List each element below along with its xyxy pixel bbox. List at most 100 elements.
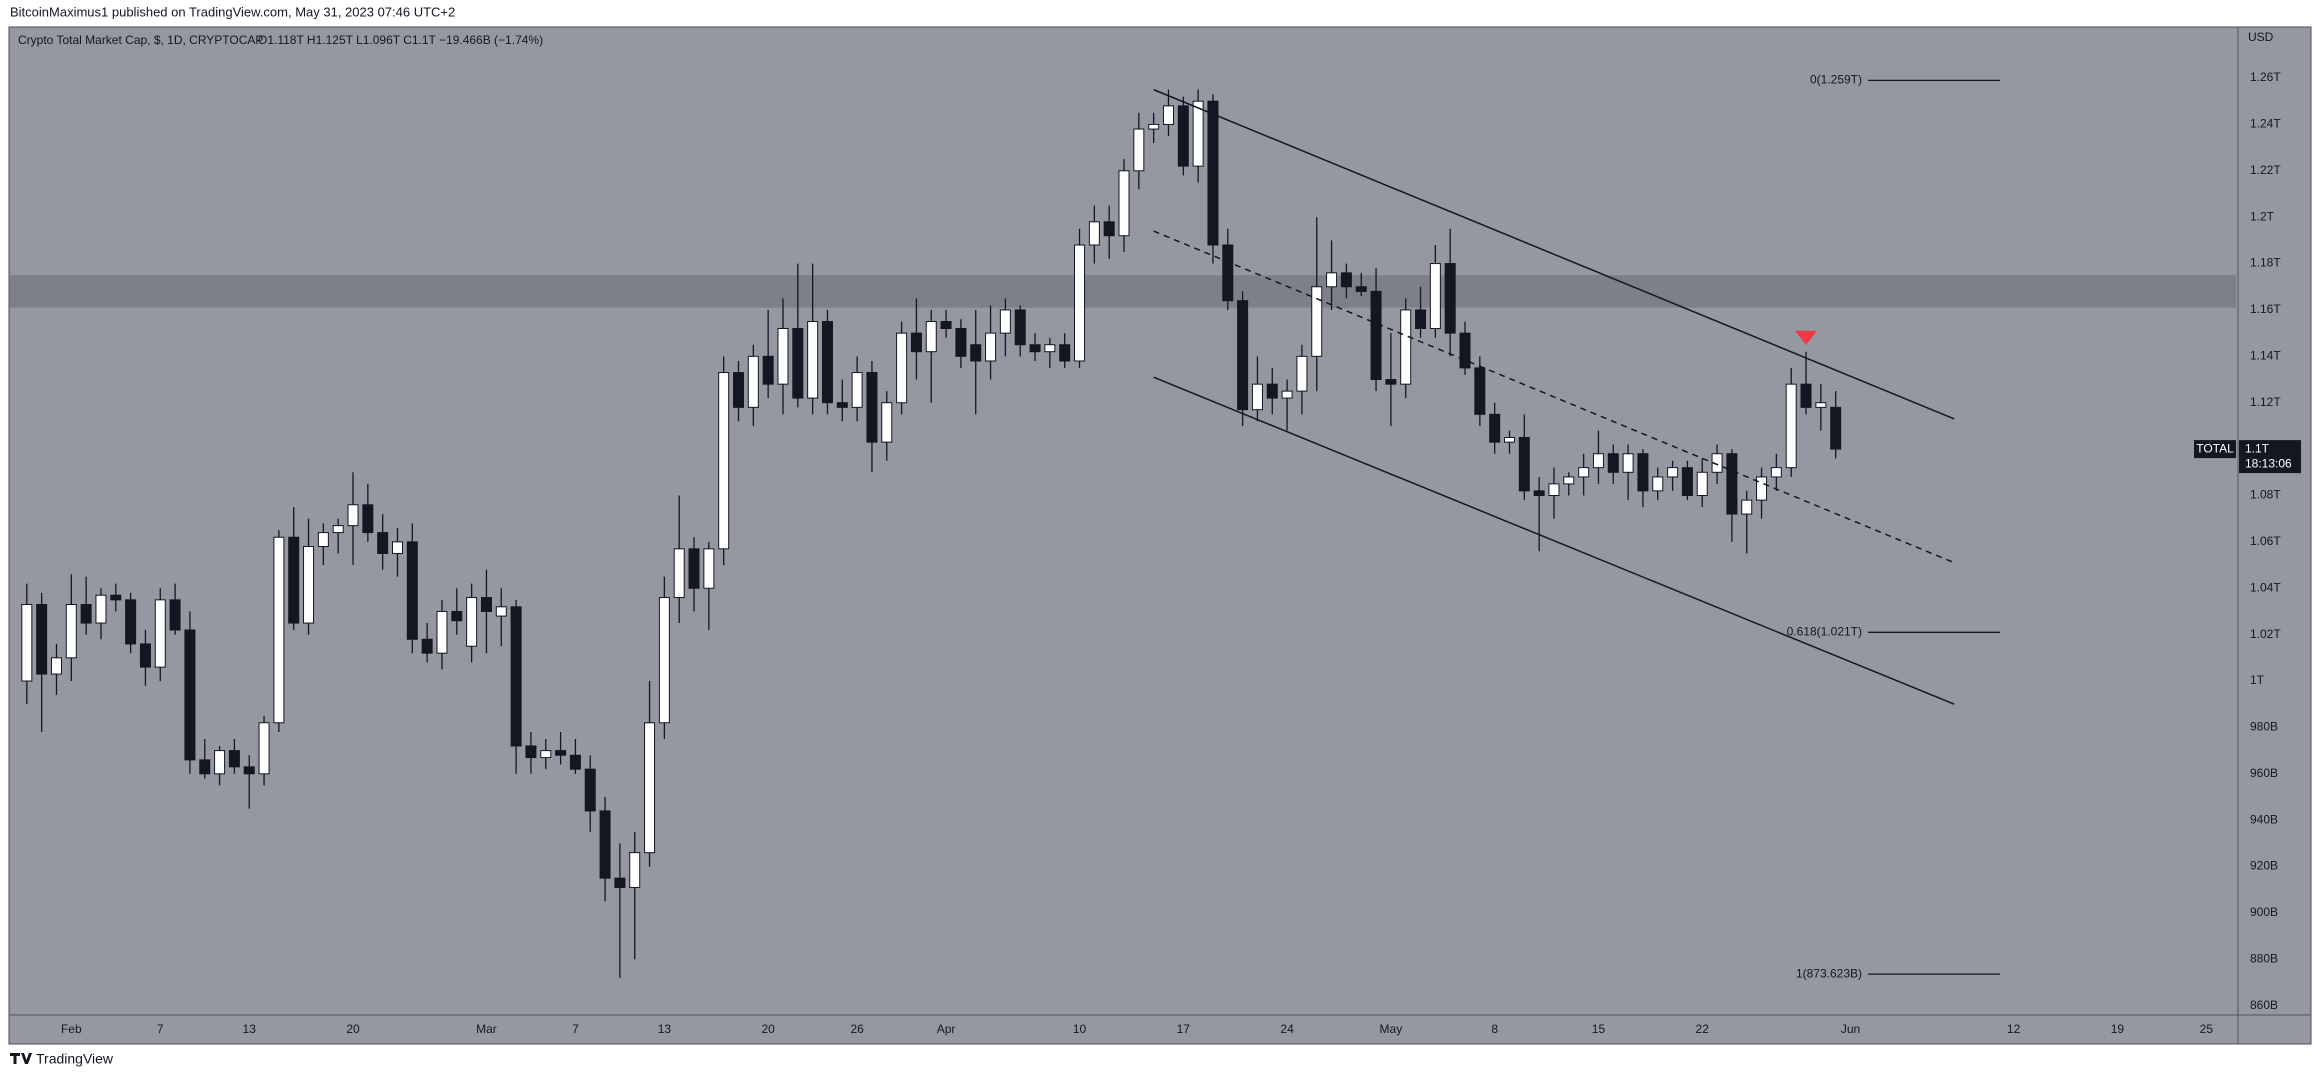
y-tick-label: 1.2T [2250, 209, 2275, 223]
resistance-zone [9, 275, 2236, 308]
ohlc-legend: O1.118T H1.125T L1.096T C1.1T −19.466B (… [258, 33, 543, 47]
candle-body [1177, 105, 1189, 167]
candle-body [1148, 123, 1160, 130]
fib-label: 0(1.259T) [1810, 73, 1862, 87]
candle-body [688, 548, 700, 589]
candle-body [762, 355, 774, 385]
y-tick-label: 1.12T [2250, 395, 2281, 409]
candle-body [925, 321, 937, 353]
candle-body [1548, 483, 1560, 496]
candle-body [1770, 467, 1782, 478]
candle-body [1622, 453, 1634, 473]
y-tick-label: 880B [2250, 952, 2278, 966]
y-tick-label: 900B [2250, 905, 2278, 919]
candle-body [1681, 467, 1693, 496]
chart-frame [8, 26, 2312, 1045]
candle-body [125, 599, 137, 645]
x-tick-label: 12 [2007, 1022, 2021, 1036]
fib-label: 1(873.623B) [1796, 966, 1862, 980]
y-tick-label: 1.16T [2250, 302, 2281, 316]
candle-body [540, 750, 552, 759]
candle-body [1088, 221, 1100, 246]
candle-body [955, 328, 967, 357]
x-tick-label: Jun [1841, 1022, 1860, 1036]
signal-marker [1795, 330, 1818, 345]
candle-body [1103, 221, 1115, 237]
candle-body [1222, 244, 1234, 302]
candle-body [733, 372, 745, 408]
candle-body [1667, 467, 1679, 478]
candle-body [718, 372, 730, 550]
candle-body [1785, 383, 1797, 469]
candle-body [184, 629, 196, 761]
candle-body [406, 541, 418, 640]
candle-body [1592, 453, 1604, 469]
x-tick-label: 8 [1491, 1022, 1498, 1036]
candle-body [1503, 437, 1515, 443]
y-tick-label: 1.06T [2250, 534, 2281, 548]
y-tick-label: 1.18T [2250, 256, 2281, 270]
candle-body [288, 536, 300, 624]
candle-body [1518, 437, 1530, 492]
candle-body [451, 610, 463, 622]
price-tag-value: 1.1T [2245, 441, 2270, 455]
candle-body [303, 546, 315, 624]
candle-body [258, 722, 270, 775]
candle-body [673, 548, 685, 599]
candle-body [999, 309, 1011, 334]
candle-body [1459, 332, 1471, 369]
candle-body [821, 321, 833, 404]
candle-body [792, 328, 804, 399]
candle-body [703, 548, 715, 589]
candle-body [436, 610, 448, 654]
candle-body [169, 599, 181, 631]
y-tick-label: 1.26T [2250, 70, 2281, 84]
candle-body [199, 759, 211, 775]
y-tick-label: 980B [2250, 720, 2278, 734]
candle-body [1281, 390, 1293, 399]
x-tick-label: 19 [2111, 1022, 2125, 1036]
channel-line [1153, 376, 1955, 705]
candle-body [1429, 263, 1441, 330]
candle-body [985, 332, 997, 362]
x-tick-label: Mar [476, 1022, 497, 1036]
candle-body [569, 754, 581, 770]
candle-body [1370, 290, 1382, 381]
candle-body [377, 532, 389, 554]
y-tick-label: 1.02T [2250, 627, 2281, 641]
candle-body [65, 603, 77, 659]
price-tag-box [2239, 440, 2301, 474]
candle-body [510, 606, 522, 747]
y-tick-label: 940B [2250, 812, 2278, 826]
candle-body [629, 852, 641, 888]
price-tag-countdown: 18:13:06 [2245, 456, 2292, 470]
candle-body [1563, 476, 1575, 485]
candle-body [777, 328, 789, 385]
y-tick-label: 1.14T [2250, 349, 2281, 363]
candle-body [421, 638, 433, 654]
x-tick-label: 17 [1177, 1022, 1191, 1036]
candle-body [1607, 453, 1619, 473]
y-tick-label: 1.08T [2250, 488, 2281, 502]
x-tick-label: 13 [243, 1022, 257, 1036]
candle-body [970, 344, 982, 362]
candle-body [1726, 453, 1738, 515]
y-tick-label: 860B [2250, 998, 2278, 1012]
candle-body [525, 745, 537, 759]
candle-body [1415, 309, 1427, 330]
candle-body [910, 332, 922, 353]
candle-body [747, 355, 759, 408]
x-tick-label: 22 [1696, 1022, 1710, 1036]
y-tick-label: 1.04T [2250, 580, 2281, 594]
candle-body [332, 525, 344, 534]
candle-body [599, 810, 611, 879]
candle-body [1696, 471, 1708, 496]
candle-body [1044, 344, 1056, 353]
currency-label: USD [2248, 30, 2274, 44]
y-tick-label: 1.24T [2250, 117, 2281, 131]
candle-body [1237, 300, 1249, 411]
channel-line [1153, 88, 1955, 420]
candle-body [273, 536, 285, 724]
candle-body [1815, 402, 1827, 408]
candle-body [466, 597, 478, 647]
